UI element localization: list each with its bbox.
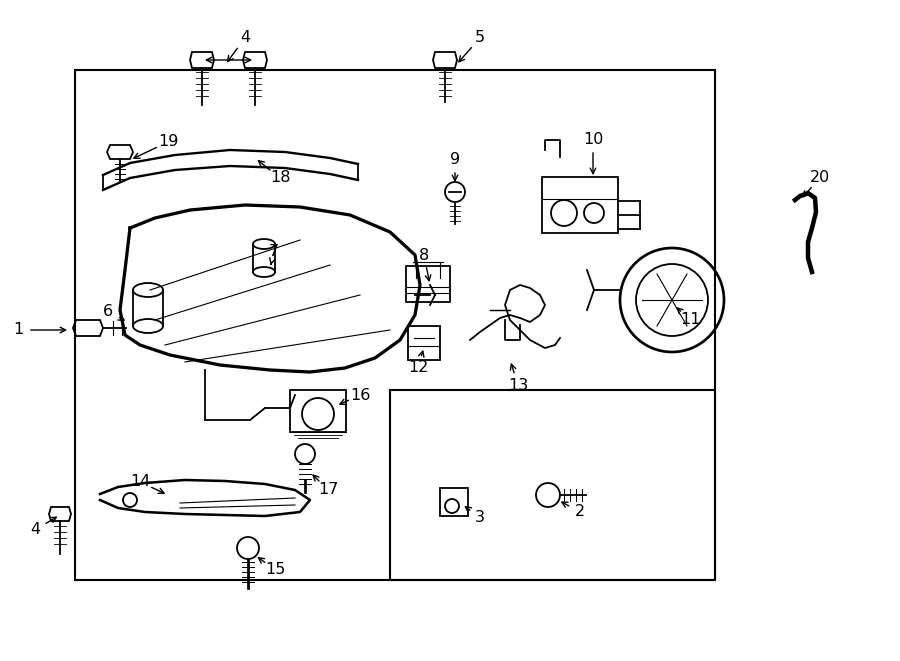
Text: 16: 16	[350, 387, 370, 403]
Text: 8: 8	[418, 247, 429, 262]
Text: 11: 11	[680, 313, 700, 327]
Text: 15: 15	[265, 563, 285, 578]
Bar	[406, 266, 450, 302]
Text: 1: 1	[13, 323, 23, 338]
Bar	[408, 326, 440, 360]
Text: 10: 10	[583, 132, 603, 147]
Text: 12: 12	[408, 360, 428, 375]
Text: 13: 13	[508, 377, 528, 393]
Bar	[75, 70, 715, 580]
Bar	[290, 390, 346, 432]
Text: 14: 14	[130, 475, 150, 490]
Text: 5: 5	[475, 30, 485, 46]
Text: 6: 6	[103, 305, 113, 319]
Text: 4: 4	[30, 522, 40, 537]
Text: 19: 19	[158, 134, 178, 149]
Text: 7: 7	[269, 245, 279, 260]
Bar	[390, 390, 715, 580]
Text: 18: 18	[270, 171, 290, 186]
Text: 4: 4	[240, 30, 250, 46]
Text: 17: 17	[318, 483, 338, 498]
Text: 9: 9	[450, 153, 460, 167]
Bar	[440, 488, 468, 516]
Text: 20: 20	[810, 171, 830, 186]
Text: 2: 2	[575, 504, 585, 520]
Bar	[542, 177, 618, 233]
Text: 3: 3	[475, 510, 485, 525]
